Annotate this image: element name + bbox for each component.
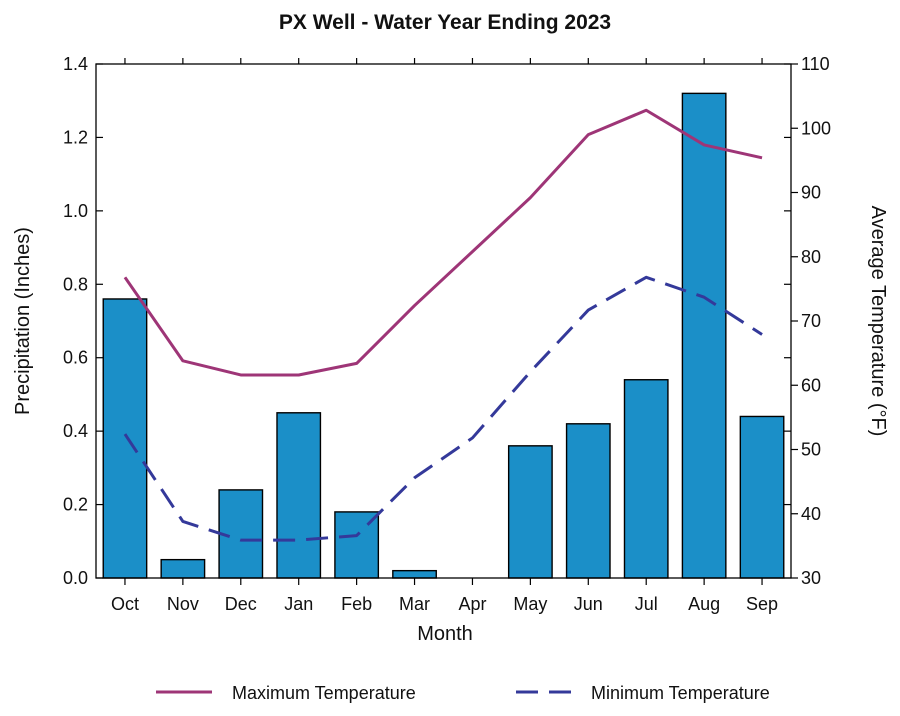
x-tick-label: Sep (746, 594, 778, 614)
x-tick-label: Jan (284, 594, 313, 614)
minimum-temperature-line (123, 275, 763, 542)
y-tick-label: 1.0 (63, 201, 88, 221)
x-tick-label: Feb (341, 594, 372, 614)
x-tick-label: Jul (635, 594, 658, 614)
x-tick-label: Apr (458, 594, 486, 614)
bar-nov (160, 558, 206, 579)
y-tick-label: 1.4 (63, 54, 88, 74)
x-tick-label: Dec (225, 594, 257, 614)
y-tick-label: 0.0 (63, 568, 88, 588)
bar-jan (276, 412, 322, 579)
legend-min-temp-label: Minimum Temperature (591, 683, 770, 703)
bar-sep (739, 415, 785, 579)
y2-tick-label: 90 (801, 183, 821, 203)
x-tick-label: Aug (688, 594, 720, 614)
lines-layer (123, 108, 763, 542)
left-axis: 0.0 0.2 0.4 0.6 0.8 1.0 1.2 1.4 (63, 54, 791, 588)
y2-tick-label: 30 (801, 568, 821, 588)
chart-title: PX Well - Water Year Ending 2023 (279, 11, 611, 34)
y2-tick-label: 50 (801, 440, 821, 460)
right-axis: 30 40 50 60 70 80 90 100 110 (791, 54, 831, 588)
legend-max-temp-label: Maximum Temperature (232, 683, 416, 703)
legend: Maximum Temperature Minimum Temperature (156, 683, 770, 703)
bar-aug (681, 92, 727, 579)
y2-tick-label: 110 (801, 54, 830, 74)
x-tick-label: Mar (399, 594, 430, 614)
bar-jul (623, 379, 669, 579)
bar-mar (392, 569, 437, 579)
y2-tick-label: 70 (801, 311, 821, 331)
x-tick-label: Oct (111, 594, 139, 614)
y2-tick-label: 100 (801, 118, 831, 138)
y2-axis-label: Average Temperature (°F) (867, 206, 889, 437)
maximum-temperature-line (123, 108, 763, 377)
y2-tick-label: 80 (801, 247, 821, 267)
bar-may (507, 445, 553, 579)
y-axis-label: Precipitation (Inches) (12, 227, 34, 415)
y-tick-label: 1.2 (63, 127, 88, 147)
x-tick-label: Jun (574, 594, 603, 614)
x-axis: Oct Nov Dec Jan Feb Mar Apr May Jun Jul Aug Sep (111, 58, 778, 614)
bar-jun (565, 423, 611, 579)
y-tick-label: 0.6 (63, 348, 88, 368)
y2-tick-label: 40 (801, 504, 821, 524)
bars-layer (102, 92, 785, 579)
x-axis-label: Month (417, 623, 473, 645)
x-tick-label: May (513, 594, 547, 614)
y2-tick-label: 60 (801, 375, 821, 395)
y-tick-label: 0.8 (63, 274, 88, 294)
bar-oct (102, 298, 148, 579)
y-tick-label: 0.4 (63, 421, 88, 441)
x-tick-label: Nov (167, 594, 199, 614)
y-tick-label: 0.2 (63, 495, 88, 515)
